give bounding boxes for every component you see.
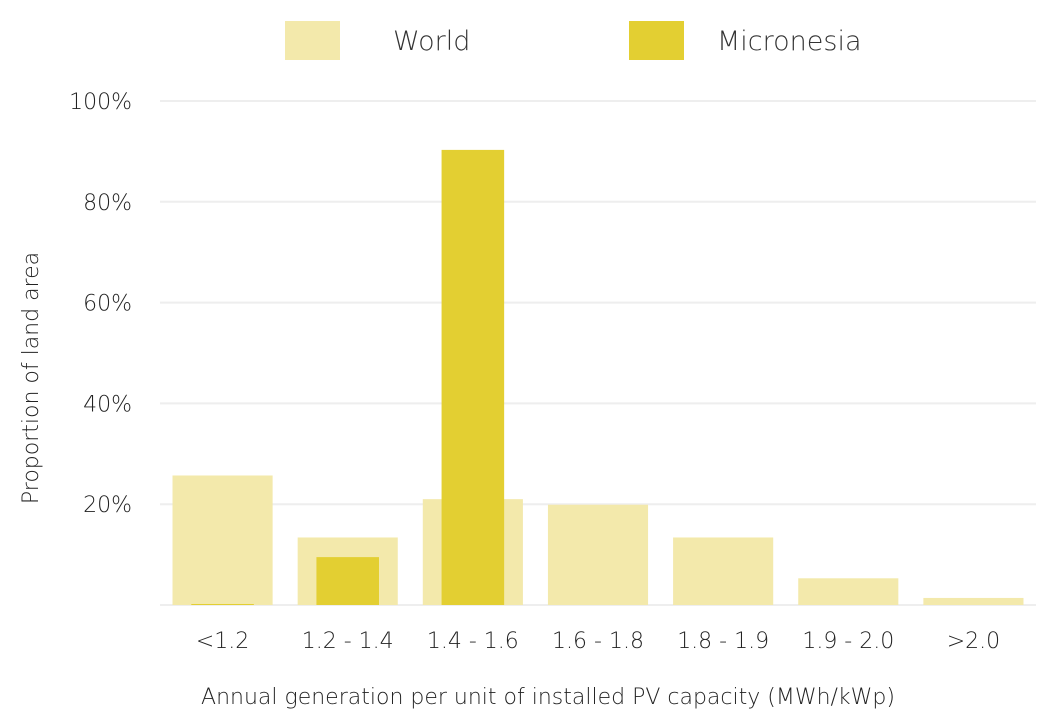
x-tick-label: 1.6 - 1.8 — [552, 629, 644, 654]
x-tick-label: 1.8 - 1.9 — [677, 629, 769, 654]
legend-swatch-micronesia — [629, 21, 684, 60]
legend-swatch-world — [285, 21, 340, 60]
y-axis-title: Proportion of land area — [19, 252, 44, 504]
bar-world-6 — [923, 597, 1024, 605]
bar-micronesia-2 — [441, 149, 505, 605]
x-tick-label: 1.9 - 2.0 — [802, 629, 894, 654]
x-axis-title: Annual generation per unit of installed … — [201, 685, 895, 710]
x-tick-label: 1.2 - 1.4 — [302, 629, 394, 654]
bars — [172, 149, 1024, 605]
y-tick-label: 100% — [69, 90, 132, 115]
bar-micronesia-1 — [316, 557, 379, 605]
legend-label-micronesia: Micronesia — [717, 26, 862, 57]
x-tick-label: 1.4 - 1.6 — [427, 629, 519, 654]
legend-label-world: World — [393, 26, 470, 57]
y-tick-label: 40% — [83, 392, 132, 417]
legend: World Micronesia — [285, 21, 862, 60]
x-axis-tick-labels: <1.2 1.2 - 1.4 1.4 - 1.6 1.6 - 1.8 1.8 - 1.9… — [196, 629, 1000, 654]
bar-micronesia-0 — [191, 603, 254, 605]
bar-world-5 — [798, 578, 899, 605]
y-tick-label: 20% — [83, 493, 132, 518]
bar-world-3 — [547, 504, 649, 605]
x-tick-label: >2.0 — [947, 629, 1000, 654]
bar-world-4 — [673, 537, 774, 605]
x-tick-label: <1.2 — [196, 629, 249, 654]
y-axis-tick-labels: 20% 40% 60% 80% 100% — [69, 90, 132, 518]
y-tick-label: 60% — [83, 292, 132, 317]
y-tick-label: 80% — [83, 191, 132, 216]
bar-world-0 — [172, 475, 273, 605]
